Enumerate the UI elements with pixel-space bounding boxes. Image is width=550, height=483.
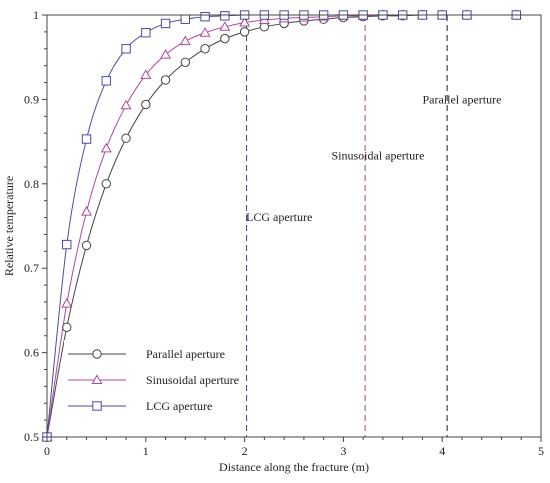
x-tick-label: 1 (143, 444, 149, 458)
data-point (101, 76, 111, 86)
data-point (101, 179, 111, 189)
x-tick-label: 0 (44, 444, 50, 458)
legend-label: LCG aperture (146, 399, 212, 413)
y-tick-label: 0.8 (24, 177, 39, 191)
data-point (180, 57, 191, 67)
data-point (100, 142, 112, 153)
data-point (62, 239, 72, 250)
legend-item: LCG aperture (68, 399, 212, 413)
axes (46, 14, 542, 438)
data-point (81, 240, 92, 251)
data-point (160, 75, 171, 85)
reference-lines (246, 15, 448, 437)
annotations: LCG aperture Sinusoidal aperture Parallel … (246, 93, 501, 224)
data-point (160, 18, 171, 29)
legend-label: Sinusoidal aperture (146, 373, 239, 387)
data-point (220, 33, 230, 44)
data-point (141, 28, 151, 38)
data-point (179, 35, 191, 46)
legend-marker (92, 401, 102, 411)
x-tick-label: 4 (439, 444, 445, 458)
x-axis-title: Distance along the fracture (m) (219, 460, 369, 474)
data-point (220, 11, 230, 21)
legend-label: Parallel aperture (146, 347, 225, 361)
data-point (81, 134, 92, 144)
y-tick-label: 1 (33, 8, 39, 22)
data-point (121, 133, 131, 143)
data-point (199, 27, 211, 37)
y-tick-label: 0.6 (24, 346, 39, 360)
legend-item: Parallel aperture (68, 347, 225, 361)
legend-item: Sinusoidal aperture (68, 373, 239, 387)
legend-marker (91, 374, 103, 384)
y-axis-title: Relative temperature (2, 176, 16, 276)
data-point (120, 99, 132, 110)
data-point (81, 206, 93, 216)
data-point (200, 11, 210, 22)
legend: Parallel aperture Sinusoidal aperture LCG … (64, 340, 242, 422)
data-point (180, 14, 191, 24)
data-point (61, 298, 73, 308)
data-point (239, 16, 251, 27)
x-tick-label: 3 (340, 444, 346, 458)
reference-line-label: LCG aperture (246, 210, 312, 224)
reference-line-label: Parallel aperture (422, 93, 501, 107)
y-tick-label: 0.9 (24, 92, 39, 106)
x-tick-label: 2 (242, 444, 248, 458)
data-point (200, 44, 210, 54)
legend-marker (92, 349, 102, 359)
ticks: 0 1 2 3 4 5 0.5 0.6 0.7 0.8 0.9 1 (24, 8, 544, 458)
x-tick-label: 5 (538, 444, 544, 458)
data-point (239, 27, 250, 37)
y-tick-label: 0.5 (24, 430, 39, 444)
y-tick-label: 0.7 (24, 261, 39, 275)
data-point (160, 49, 172, 59)
data-point (219, 21, 231, 31)
data-point (121, 44, 131, 54)
reference-line-label: Sinusoidal aperture (331, 148, 424, 162)
data-point (140, 69, 152, 79)
plot-frame (46, 14, 542, 438)
data-point (141, 99, 151, 110)
